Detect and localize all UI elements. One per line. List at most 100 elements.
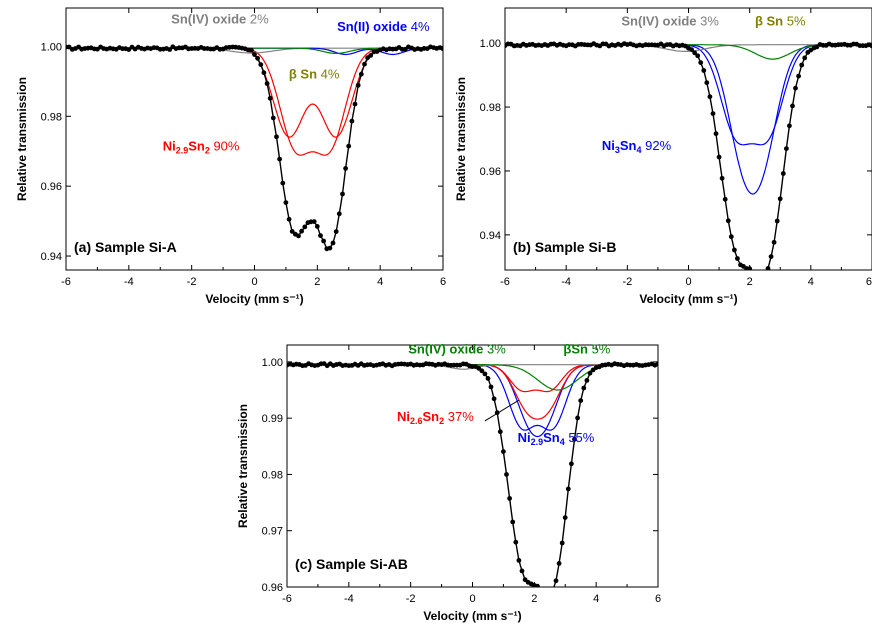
data-point [796,73,801,79]
data-point [719,175,725,181]
data-point [504,472,509,477]
data-point [728,234,734,240]
x-axis-title: Velocity (mm s⁻¹) [639,292,737,306]
y-tick-label: 0.98 [41,111,62,123]
data-point [578,398,584,403]
data-point [302,224,308,230]
data-point [780,171,786,176]
data-point [264,81,270,86]
data-point [556,561,562,566]
x-tick-label: 0 [685,276,691,288]
data-point [710,111,716,116]
component-annotation: Ni2.9Sn4 55% [518,430,595,447]
panel-label: (b) Sample Si-B [513,239,616,255]
data-point [516,558,522,563]
x-axis-title: Velocity (mm s⁻¹) [423,609,521,623]
data-point [655,361,658,367]
data-point [784,146,789,152]
plot-frame [286,344,659,588]
panel-label: (c) Sample Si-AB [295,556,408,572]
data-point [479,368,485,374]
fit-curve-main [505,44,872,146]
data-point [321,238,326,244]
data-point [771,239,777,245]
data-point [722,196,728,202]
component-annotation: Sn(II) oxide 4% [337,19,430,34]
x-tick-label: 4 [377,276,383,288]
data-point [869,43,872,49]
data-point [333,229,339,235]
y-tick-label: 0.96 [41,181,62,193]
data-point [343,166,348,171]
data-point [513,539,519,545]
component-annotation: Ni2.6Sn2 37% [397,409,474,426]
data-point [551,588,556,593]
data-point [368,53,374,58]
component-annotation: Sn(IV) oxide 3% [408,341,506,356]
x-tick-label: -2 [622,276,632,288]
data-point [485,376,491,381]
data-point [707,94,713,100]
x-tick-label: -6 [500,276,510,288]
component-annotation: Sn(IV) oxide 3% [621,14,719,29]
panel-label: (a) Sample Si-A [74,239,177,255]
panel-b: -6 -4 -2 0 2 4 6 0.94 0.96 0.98 1.00 Velocity (mm s… [454,7,872,306]
data-point [760,274,765,279]
data-point [352,101,358,107]
data-point [735,256,740,261]
panel-a: -6 -4 -2 0 2 4 6 0.94 0.96 0.98 1.00 Velocity (mm s… [15,7,446,306]
data-point [692,50,697,56]
data-point [327,245,333,251]
data-point [802,55,808,61]
data-point [575,415,580,421]
x-tick-label: 6 [440,276,446,288]
x-tick-label: -4 [124,276,134,288]
data-point [689,47,694,52]
data-point [787,123,792,129]
data-point [541,590,546,595]
y-axis-title: Relative transmission [236,404,250,528]
y-tick-label: 0.98 [262,469,283,481]
y-tick-label: 0.97 [262,526,283,538]
x-tick-label: 2 [314,276,320,288]
x-tick-label: 4 [593,593,599,605]
data-point [358,71,364,77]
data-point [725,218,731,224]
data-point [704,80,710,86]
data-point [249,47,254,53]
x-tick-label: -6 [282,593,292,605]
y-tick-label: 1.00 [480,38,501,50]
data-point [799,62,805,68]
component-annotation: Sn(IV) oxide 2% [171,12,269,27]
data-point [497,429,503,435]
data-point [510,519,516,525]
data-point [311,219,317,225]
data-point [299,228,304,234]
component-annotation: Ni2.9Sn2 90% [163,139,240,156]
data-point [587,370,593,376]
data-point [330,240,336,246]
x-tick-label: -6 [61,276,71,288]
data-point [559,540,565,546]
y-tick-label: 0.96 [262,582,283,594]
data-point [584,378,590,383]
data-point [701,68,707,73]
component-annotation: βSn 5% [563,341,610,356]
data-point [286,216,292,222]
data-point [362,61,367,67]
data-point [562,515,568,520]
data-point [252,52,257,57]
data-point [355,82,361,88]
data-point [572,436,577,442]
data-point [695,53,701,59]
data-point [535,583,540,587]
data-point [732,247,737,253]
y-tick-label: 1.00 [41,41,62,53]
data-point [581,385,587,391]
data-point [777,196,783,202]
data-point [283,200,289,206]
y-tick-label: 0.94 [480,230,501,242]
data-point [538,587,543,592]
data-point [716,154,722,160]
